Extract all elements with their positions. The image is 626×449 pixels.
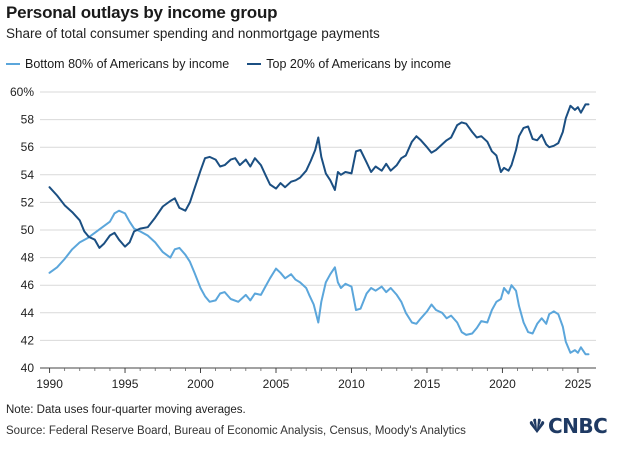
y-tick-label: 48 — [21, 251, 35, 265]
x-tick-label: 2020 — [489, 377, 516, 391]
peacock-icon — [529, 418, 545, 433]
y-tick-label: 46 — [21, 278, 35, 292]
legend-label-bottom-80: Bottom 80% of Americans by income — [25, 57, 230, 71]
legend-item-bottom-80: Bottom 80% of Americans by income — [6, 57, 229, 71]
y-tick-label: 52 — [21, 195, 35, 209]
legend-swatch-bottom-80 — [6, 63, 20, 65]
y-tick-label: 40 — [21, 361, 35, 375]
chart-note: Note: Data uses four-quarter moving aver… — [6, 404, 246, 416]
y-tick-label: 42 — [21, 333, 35, 347]
legend-label-top-20: Top 20% of Americans by income — [266, 57, 452, 71]
y-tick-label: 54 — [21, 168, 35, 182]
y-tick-label: 58 — [21, 113, 35, 127]
chart-title: Personal outlays by income group — [6, 3, 278, 22]
cnbc-logo: CNBC — [528, 414, 608, 438]
x-tick-label: 2000 — [187, 377, 214, 391]
series-line-top-20 — [48, 103, 590, 249]
legend-swatch-top-20 — [247, 63, 262, 65]
x-tick-label: 2005 — [263, 377, 290, 391]
line-chart: 40 42 44 46 48 50 52 54 56 58 60% 1990 1995 2000 2005 2… — [10, 85, 596, 391]
series-line-bottom-80 — [48, 209, 590, 356]
legend-item-top-20: Top 20% of Americans by income — [247, 57, 451, 71]
chart-subtitle: Share of total consumer spending and non… — [6, 26, 380, 41]
y-tick-label: 56 — [21, 140, 35, 154]
x-tick-label: 2015 — [414, 377, 441, 391]
x-tick-label: 2010 — [338, 377, 365, 391]
x-tick-label: 1995 — [112, 377, 139, 391]
legend: Bottom 80% of Americans by income Top 20… — [6, 57, 469, 71]
y-tick-label: 60% — [10, 85, 34, 99]
x-tick-label: 2025 — [565, 377, 592, 391]
y-tick-label: 44 — [21, 306, 35, 320]
chart-source: Source: Federal Reserve Board, Bureau of… — [6, 425, 466, 437]
y-tick-label: 50 — [21, 223, 35, 237]
logo-wordmark: CNBC — [548, 414, 608, 438]
x-tick-label: 1990 — [36, 377, 63, 391]
